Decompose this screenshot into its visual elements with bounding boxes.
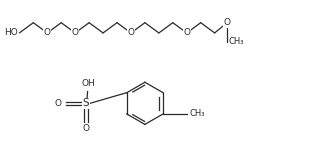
Text: O: O	[83, 124, 90, 133]
Text: O: O	[44, 28, 51, 37]
Text: O: O	[54, 99, 61, 108]
Text: O: O	[183, 28, 190, 37]
Text: CH₃: CH₃	[189, 109, 205, 118]
Text: O: O	[127, 28, 135, 37]
Text: OH: OH	[82, 79, 95, 88]
Text: O: O	[223, 18, 231, 27]
Text: O: O	[72, 28, 79, 37]
Text: S: S	[83, 98, 89, 108]
Text: HO: HO	[4, 28, 18, 37]
Text: CH₃: CH₃	[228, 37, 244, 46]
